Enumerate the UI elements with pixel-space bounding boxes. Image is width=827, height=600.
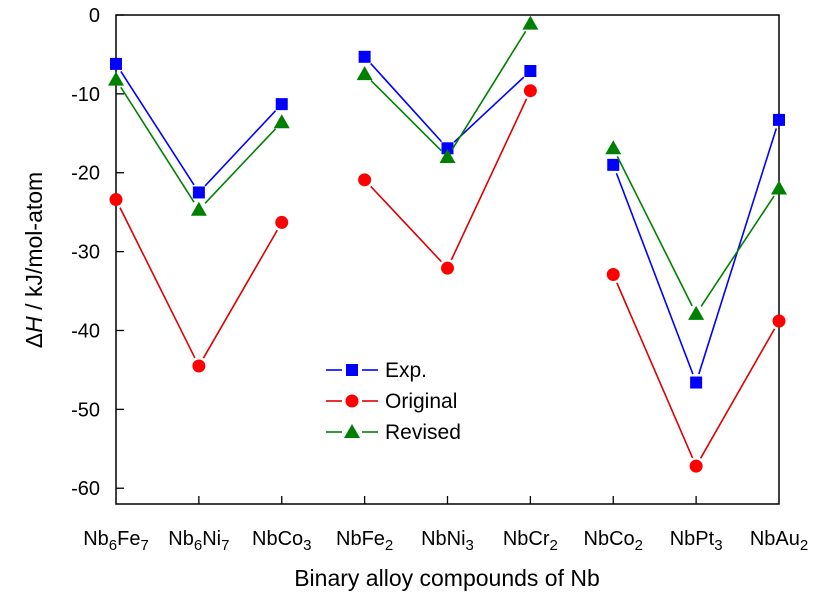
data-point-triangle xyxy=(522,15,539,30)
data-point-triangle xyxy=(605,140,622,155)
data-point-square xyxy=(358,50,371,63)
data-point-circle xyxy=(441,261,454,275)
data-point-square xyxy=(690,376,703,389)
data-point-circle xyxy=(192,359,206,373)
data-point-triangle xyxy=(439,148,456,163)
legend-label: Original xyxy=(385,390,457,413)
series-line-segment xyxy=(204,110,277,187)
legend-entry: Revised xyxy=(326,421,461,444)
data-point-circle xyxy=(689,459,703,473)
series-line-segment xyxy=(451,30,527,150)
legend-label: Exp. xyxy=(385,359,427,382)
data-point-triangle xyxy=(356,66,373,81)
series-exp xyxy=(110,50,785,389)
y-tick-label: -30 xyxy=(71,242,100,264)
y-tick-label: 0 xyxy=(89,5,100,27)
data-point-triangle xyxy=(688,305,705,320)
data-point-square xyxy=(441,142,454,155)
data-point-circle xyxy=(523,84,537,98)
data-point-triangle xyxy=(273,114,290,129)
y-tick-label: -10 xyxy=(71,84,100,106)
data-point-square xyxy=(773,113,785,126)
data-point-circle xyxy=(606,267,620,281)
x-axis-label: Binary alloy compounds of Nb xyxy=(294,565,600,591)
data-point-square xyxy=(110,57,122,70)
data-point-circle xyxy=(358,173,372,187)
data-point-square xyxy=(192,186,205,199)
x-tick-label: NbNi3 xyxy=(421,528,474,554)
series-line-segment xyxy=(204,128,277,204)
series-line-segment xyxy=(370,79,442,152)
data-point-triangle xyxy=(190,201,207,216)
data-point-square xyxy=(524,64,537,77)
legend-marker-square xyxy=(346,364,358,376)
legend-marker-triangle xyxy=(344,424,360,438)
x-tick-label: NbCo3 xyxy=(252,528,311,554)
series-line-segment xyxy=(450,98,528,261)
x-tick-label: Nb6Fe7 xyxy=(83,528,149,554)
x-tick-label: NbFe2 xyxy=(336,528,393,554)
series-revised xyxy=(108,15,787,320)
legend-entry: Original xyxy=(326,390,457,413)
data-point-square xyxy=(275,98,288,111)
y-tick-label: -20 xyxy=(71,163,100,185)
x-tick-label: NbCr2 xyxy=(503,528,558,554)
series-line-segment xyxy=(119,207,196,359)
series-line-segment xyxy=(120,86,195,203)
data-point-circle xyxy=(109,193,123,207)
y-tick-label: -50 xyxy=(71,399,100,421)
series-line-segment xyxy=(616,282,694,459)
x-tick-label: NbPt3 xyxy=(670,528,723,554)
x-tick-label: Nb6Ni7 xyxy=(168,528,229,554)
data-point-triangle xyxy=(108,71,124,86)
series-line-segment xyxy=(615,172,694,375)
x-tick-label: NbAu2 xyxy=(750,528,808,554)
y-tick-label: -60 xyxy=(71,478,100,500)
y-axis-label: ΔH / kJ/mol-atom xyxy=(21,172,47,348)
legend: Exp. Original Revised xyxy=(326,359,461,444)
x-tick-label: NbCo2 xyxy=(584,528,643,554)
data-point-square xyxy=(607,158,620,171)
data-point-triangle xyxy=(771,180,787,195)
series-line-segment xyxy=(202,229,278,359)
y-tick-label: -40 xyxy=(71,320,100,342)
data-point-circle xyxy=(275,215,289,229)
series-line-segment xyxy=(370,185,442,263)
series-line-segment xyxy=(453,76,525,143)
legend-marker-circle xyxy=(345,394,359,408)
series-line-segment xyxy=(370,62,443,143)
legend-entry: Exp. xyxy=(326,359,427,382)
series-line-segment xyxy=(120,71,195,186)
series-line-segment xyxy=(699,328,776,459)
series-line-segment xyxy=(616,155,693,307)
series-line-segment xyxy=(700,195,775,307)
legend-label: Revised xyxy=(385,421,461,444)
series-original xyxy=(109,84,786,473)
data-point-circle xyxy=(772,314,786,328)
